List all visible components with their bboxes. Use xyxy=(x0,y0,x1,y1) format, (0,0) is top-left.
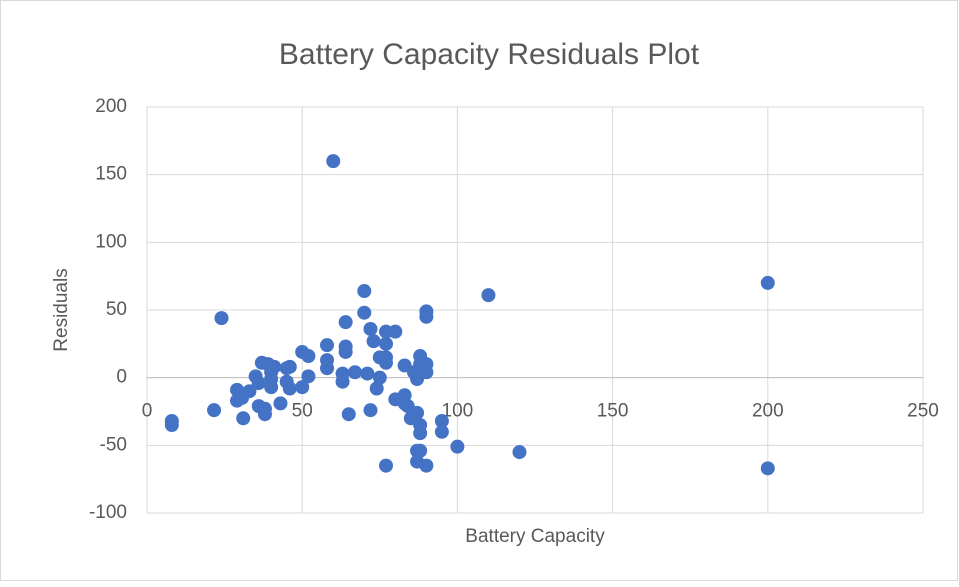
point xyxy=(357,284,372,299)
point xyxy=(481,288,496,303)
point xyxy=(301,369,316,384)
point xyxy=(363,321,378,336)
point xyxy=(379,458,394,473)
x-tick-label: 100 xyxy=(442,401,474,422)
point xyxy=(357,305,372,320)
point xyxy=(512,445,527,460)
point xyxy=(257,407,272,422)
point xyxy=(372,370,387,385)
y-tick-label: 200 xyxy=(95,96,127,117)
point xyxy=(410,405,425,420)
point xyxy=(419,309,434,324)
point xyxy=(366,334,381,349)
y-tick-label: -100 xyxy=(89,502,127,523)
y-tick-label: 0 xyxy=(116,367,127,388)
point xyxy=(320,361,335,376)
point xyxy=(320,338,335,353)
point xyxy=(301,349,316,364)
point xyxy=(760,461,775,476)
point xyxy=(341,407,356,422)
point xyxy=(363,403,378,418)
point xyxy=(335,366,350,381)
point xyxy=(369,381,384,396)
point xyxy=(388,324,403,339)
point xyxy=(242,384,257,399)
x-tick-label: 250 xyxy=(907,401,939,422)
point xyxy=(379,336,394,351)
point xyxy=(347,365,362,380)
point xyxy=(434,424,449,439)
chart-title: Battery Capacity Residuals Plot xyxy=(279,38,700,71)
point xyxy=(295,380,310,395)
y-tick-label: 150 xyxy=(95,164,127,185)
point xyxy=(450,439,465,454)
x-tick-label: 150 xyxy=(597,401,629,422)
y-tick-label: 100 xyxy=(95,231,127,252)
y-axis-title: Residuals xyxy=(51,268,72,351)
point xyxy=(267,359,282,374)
point xyxy=(413,443,428,458)
point xyxy=(207,403,222,418)
point xyxy=(236,411,251,426)
point xyxy=(264,372,279,387)
point xyxy=(434,413,449,428)
point xyxy=(214,311,229,326)
point xyxy=(282,359,297,374)
x-tick-label: 50 xyxy=(292,401,313,422)
point xyxy=(164,413,179,428)
point xyxy=(273,396,288,411)
y-tick-label: 50 xyxy=(106,299,127,320)
point xyxy=(338,344,353,359)
point xyxy=(282,381,297,396)
point xyxy=(338,315,353,330)
point xyxy=(251,376,266,391)
x-tick-label: 0 xyxy=(142,401,153,422)
point xyxy=(413,426,428,441)
x-axis-title: Battery Capacity xyxy=(465,526,605,547)
point xyxy=(326,154,341,169)
y-tick-label: -50 xyxy=(100,434,127,455)
point xyxy=(419,458,434,473)
point xyxy=(379,355,394,370)
point xyxy=(760,275,775,290)
point xyxy=(360,366,375,381)
x-tick-label: 200 xyxy=(752,401,784,422)
point xyxy=(419,365,434,380)
